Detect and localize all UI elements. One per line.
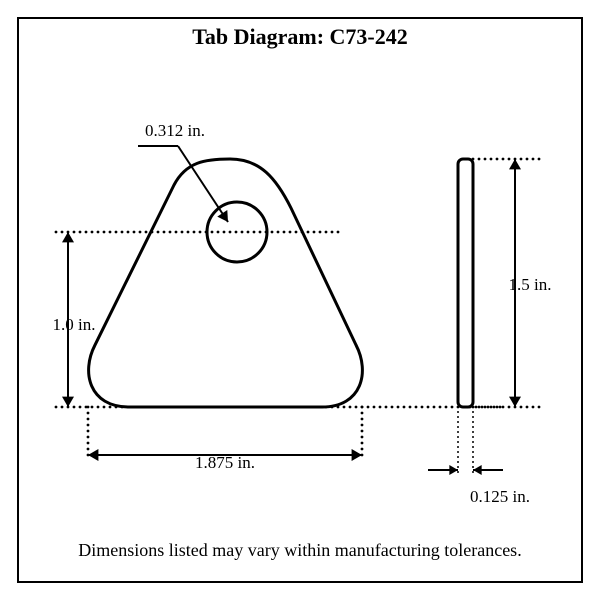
dim-hole-diameter-label: 0.312 in.	[115, 121, 235, 141]
diagram-container: Tab Diagram: C73-242 Dimensions listed m…	[0, 0, 600, 600]
dim-thickness-label: 0.125 in.	[440, 487, 560, 507]
diagram-title: Tab Diagram: C73-242	[100, 24, 500, 50]
dim-height-label: 1.0 in.	[14, 315, 134, 335]
dim-side-height-label: 1.5 in.	[470, 275, 590, 295]
dim-width-label: 1.875 in.	[165, 453, 285, 473]
diagram-footer: Dimensions listed may vary within manufa…	[0, 540, 600, 561]
diagram-svg	[0, 0, 600, 600]
